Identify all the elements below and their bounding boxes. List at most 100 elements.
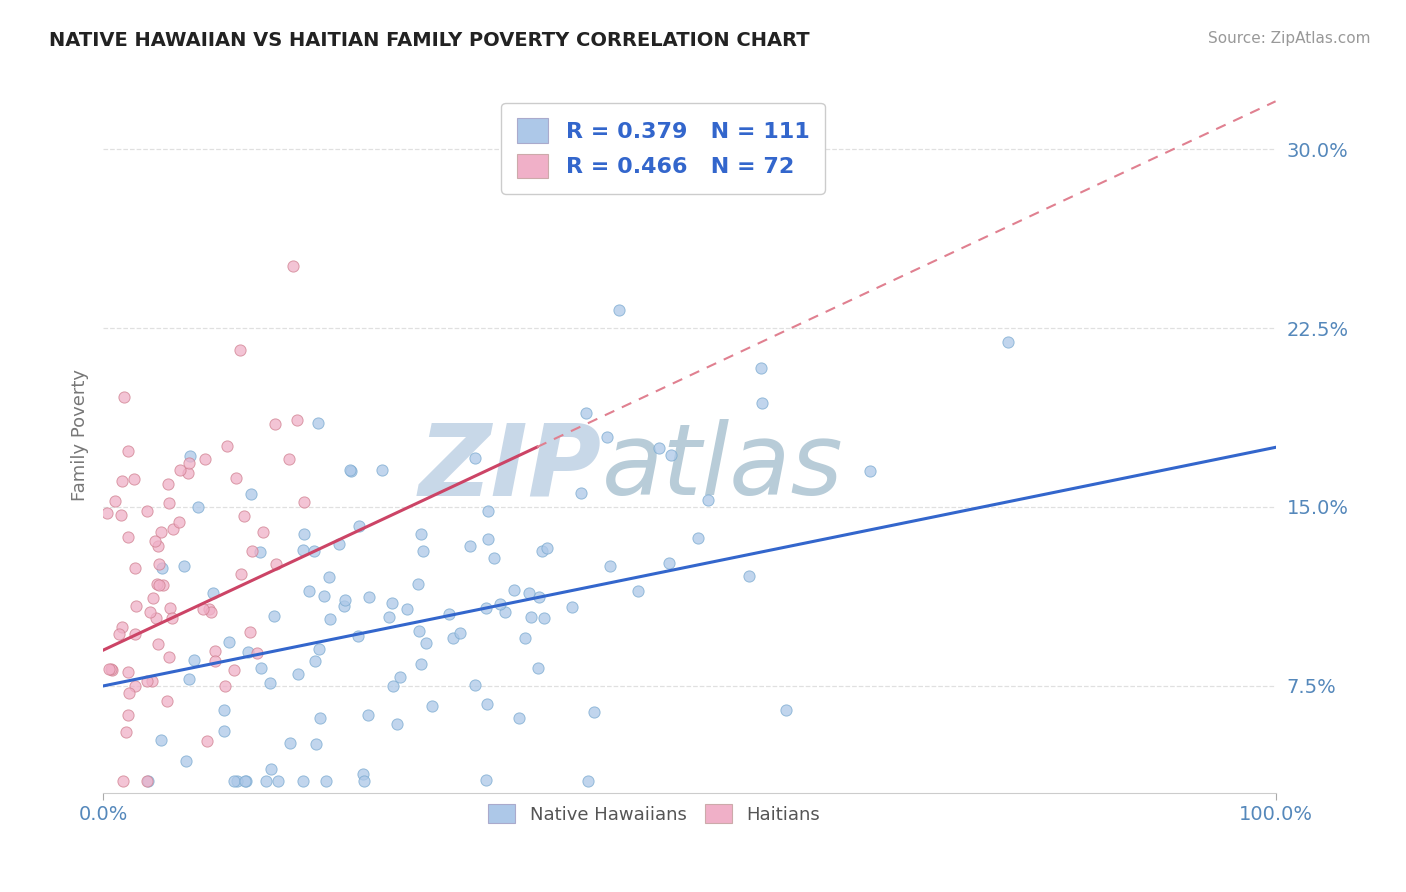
Point <box>250 661 273 675</box>
Point <box>599 558 621 573</box>
Point <box>229 566 252 581</box>
Point <box>139 606 162 620</box>
Point <box>751 395 773 409</box>
Point <box>359 591 381 605</box>
Point <box>136 774 159 789</box>
Point <box>249 545 271 559</box>
Point <box>285 413 308 427</box>
Point <box>111 474 134 488</box>
Point <box>437 607 460 621</box>
Point <box>278 736 301 750</box>
Point <box>283 260 305 274</box>
Point <box>217 439 239 453</box>
Point <box>531 543 554 558</box>
Point <box>159 601 181 615</box>
Point <box>319 612 342 626</box>
Point <box>124 679 146 693</box>
Point <box>156 694 179 708</box>
Point <box>458 539 481 553</box>
Point <box>515 631 537 645</box>
Point <box>157 495 180 509</box>
Point <box>333 599 356 613</box>
Point <box>575 406 598 420</box>
Point <box>775 703 797 717</box>
Point <box>292 527 315 541</box>
Point <box>307 416 329 430</box>
Point <box>520 610 543 624</box>
Point <box>98 662 121 676</box>
Point <box>318 569 340 583</box>
Point <box>595 430 617 444</box>
Point <box>263 609 285 624</box>
Point <box>225 471 247 485</box>
Point <box>226 774 249 789</box>
Point <box>309 710 332 724</box>
Point <box>648 441 671 455</box>
Point <box>167 515 190 529</box>
Point <box>659 448 682 462</box>
Point <box>328 537 350 551</box>
Point <box>688 531 710 545</box>
Point <box>146 577 169 591</box>
Point <box>114 725 136 739</box>
Point <box>352 766 374 780</box>
Point <box>389 670 412 684</box>
Point <box>125 599 148 614</box>
Point <box>238 624 260 639</box>
Point <box>291 543 314 558</box>
Point <box>183 653 205 667</box>
Point <box>607 303 630 318</box>
Point <box>408 624 430 638</box>
Point <box>441 631 464 645</box>
Point <box>381 679 404 693</box>
Point <box>464 678 486 692</box>
Point <box>246 646 269 660</box>
Point <box>561 600 583 615</box>
Point <box>195 734 218 748</box>
Point <box>315 774 337 789</box>
Point <box>292 495 315 509</box>
Point <box>738 568 761 582</box>
Point <box>124 561 146 575</box>
Point <box>292 774 315 789</box>
Point <box>696 493 718 508</box>
Point <box>381 596 404 610</box>
Point <box>482 551 505 566</box>
Point <box>503 582 526 597</box>
Point <box>136 504 159 518</box>
Point <box>177 457 200 471</box>
Point <box>238 645 260 659</box>
Point <box>136 673 159 688</box>
Point <box>408 577 430 591</box>
Point <box>202 586 225 600</box>
Point <box>627 583 650 598</box>
Y-axis label: Family Poverty: Family Poverty <box>72 369 89 501</box>
Point <box>751 361 773 376</box>
Point <box>488 597 510 611</box>
Legend: Native Hawaiians, Haitians: Native Hawaiians, Haitians <box>478 793 831 834</box>
Point <box>527 590 550 604</box>
Point <box>193 602 215 616</box>
Point <box>349 519 371 533</box>
Point <box>385 717 408 731</box>
Point <box>464 450 486 465</box>
Point <box>150 561 173 575</box>
Point <box>117 530 139 544</box>
Point <box>117 443 139 458</box>
Point <box>117 707 139 722</box>
Point <box>112 391 135 405</box>
Point <box>333 593 356 607</box>
Point <box>475 698 498 712</box>
Point <box>118 685 141 699</box>
Point <box>305 737 328 751</box>
Point <box>212 703 235 717</box>
Point <box>517 586 540 600</box>
Point <box>536 541 558 556</box>
Text: Source: ZipAtlas.com: Source: ZipAtlas.com <box>1208 31 1371 46</box>
Point <box>204 654 226 668</box>
Point <box>122 472 145 486</box>
Point <box>124 627 146 641</box>
Point <box>533 610 555 624</box>
Point <box>148 578 170 592</box>
Point <box>997 334 1019 349</box>
